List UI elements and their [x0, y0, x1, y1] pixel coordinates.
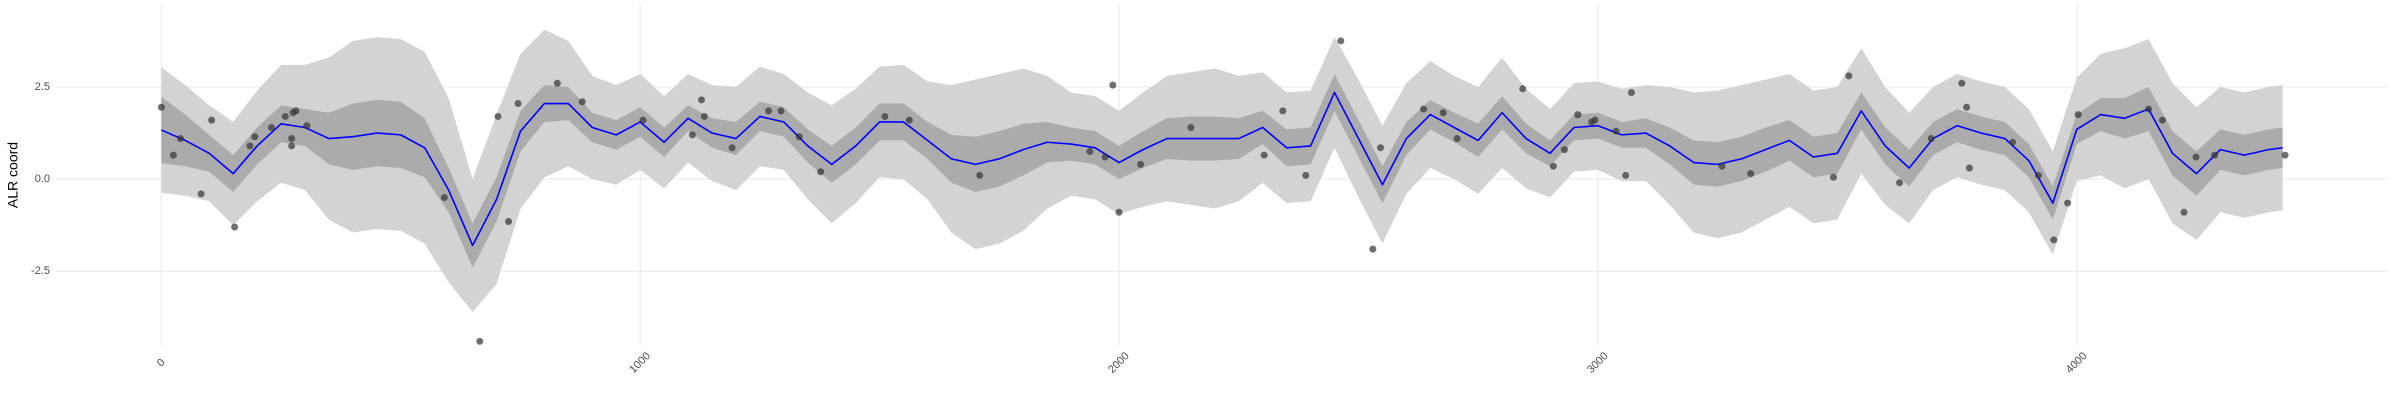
data-point [476, 337, 484, 345]
data-point [2009, 138, 2017, 146]
data-point [1302, 171, 1310, 179]
data-point [578, 98, 586, 106]
data-point [2145, 105, 2153, 113]
y-axis-label: ALR coord [5, 142, 21, 208]
data-point [1337, 37, 1345, 45]
data-point [1420, 105, 1428, 113]
data-point [440, 194, 448, 202]
data-point [292, 107, 300, 115]
y-tick-label: 0.0 [35, 173, 50, 185]
data-point [700, 112, 708, 120]
data-point [1965, 164, 1973, 172]
data-point [1137, 160, 1145, 168]
data-point [197, 190, 205, 198]
data-point [1560, 146, 1568, 154]
data-point [795, 133, 803, 141]
data-point [881, 112, 889, 120]
data-point [1439, 109, 1447, 117]
data-point [157, 103, 165, 111]
data-point [505, 218, 513, 226]
data-point [2064, 199, 2072, 207]
data-point [2034, 171, 2042, 179]
data-point [817, 168, 825, 176]
data-point [2281, 151, 2289, 159]
y-tick-label: 2.5 [35, 81, 50, 93]
data-point [1829, 173, 1837, 181]
data-point [1591, 116, 1599, 124]
data-point [1574, 111, 1582, 119]
data-point [728, 144, 736, 152]
data-point [1718, 162, 1726, 170]
data-point [697, 96, 705, 104]
data-point [1376, 144, 1384, 152]
data-point [208, 116, 216, 124]
data-point [1109, 81, 1117, 89]
data-point [1612, 127, 1620, 135]
data-point [1622, 171, 1630, 179]
data-point [777, 107, 785, 115]
data-point [1549, 162, 1557, 170]
data-point [2158, 116, 2166, 124]
data-point [246, 142, 254, 150]
data-point [1369, 245, 1377, 253]
data-point [1958, 79, 1966, 87]
data-point [765, 107, 773, 115]
data-point [1115, 208, 1123, 216]
x-tick-label: 0 [155, 357, 168, 370]
data-point [1896, 179, 1904, 187]
confidence-band [161, 29, 2283, 312]
data-point [976, 171, 984, 179]
data-point [494, 112, 502, 120]
data-point [1453, 135, 1461, 143]
data-point [1927, 135, 1935, 143]
data-point [639, 116, 647, 124]
x-tick-label: 1000 [627, 350, 653, 376]
data-point [553, 79, 561, 87]
data-point [177, 135, 185, 143]
data-point [288, 142, 296, 150]
x-tick-label: 4000 [2064, 350, 2090, 376]
data-point [1260, 151, 1268, 159]
data-point [1747, 170, 1755, 178]
data-point [1963, 103, 1971, 111]
data-point [281, 112, 289, 120]
data-point [231, 223, 239, 231]
data-point [2180, 208, 2188, 216]
data-point [2074, 111, 2082, 119]
data-point [169, 151, 177, 159]
data-point [303, 122, 311, 130]
data-point [2211, 151, 2219, 159]
data-point [1627, 88, 1635, 96]
y-tick-label: -2.5 [31, 265, 50, 277]
data-point [1187, 123, 1195, 131]
data-point [1279, 107, 1287, 115]
data-point [1086, 147, 1094, 155]
data-point [1845, 72, 1853, 80]
data-point [514, 100, 522, 108]
x-tick-label: 3000 [1585, 350, 1611, 376]
data-point [288, 135, 296, 143]
mean-line [161, 91, 2283, 247]
data-point [2050, 236, 2058, 244]
confidence-band [161, 74, 2283, 268]
data-point [1101, 153, 1109, 161]
data-point [1519, 85, 1527, 93]
data-point [2192, 153, 2200, 161]
data-point [267, 123, 275, 131]
x-tick-label: 2000 [1106, 350, 1132, 376]
data-point [688, 131, 696, 139]
data-point [905, 116, 913, 124]
data-point [251, 133, 259, 141]
